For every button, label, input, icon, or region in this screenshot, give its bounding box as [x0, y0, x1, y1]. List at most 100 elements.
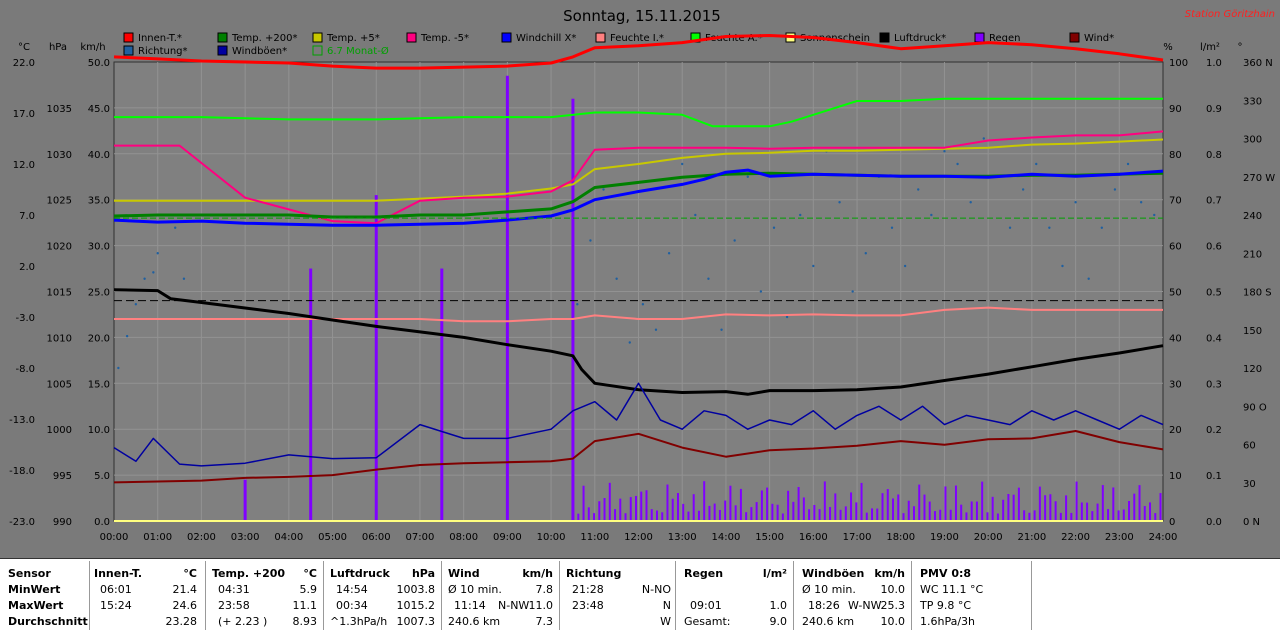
rain-bar	[996, 513, 999, 521]
direction-tick-label: 30	[1243, 479, 1256, 490]
stats-row-label: Durchschnitt	[8, 615, 88, 628]
pressure-tick-label: 990	[53, 517, 72, 528]
legend-label: Windchill X*	[516, 33, 576, 44]
rain-bar	[1049, 494, 1052, 521]
legend-label: Temp. -5*	[420, 33, 469, 44]
stats-windboeen-min-value: 10.0	[880, 583, 906, 596]
axis-ticks: 00:00 01:00 02:00 03:00 04:00 05:00 06:00 07:00…	[9, 58, 1275, 543]
humidity-tick-label: 30	[1169, 379, 1182, 390]
legend-swatch	[123, 45, 134, 56]
rain-bar	[766, 487, 769, 521]
direction-point	[759, 290, 763, 293]
rain-bar	[682, 503, 685, 521]
x-tick-label: 12:00	[624, 532, 653, 543]
direction-point	[733, 239, 736, 242]
stats-regen-head: Regen	[684, 567, 724, 580]
rain-bar	[787, 490, 790, 521]
rain-bar	[818, 509, 821, 521]
direction-point	[943, 150, 946, 153]
statistics-table: Sensor MinWert MaxWert Durchschnitt Inne…	[0, 558, 1280, 632]
rain-bar	[991, 496, 994, 521]
stats-richtung-min-dir: N-NO	[641, 583, 671, 596]
rain-bar	[1007, 493, 1010, 521]
rain-bar	[792, 501, 795, 521]
wind-tick-label: 20.0	[88, 333, 110, 344]
rain-bar	[949, 509, 952, 521]
stats-innen-min-value: 21.4	[172, 583, 198, 596]
rain-bar	[1065, 495, 1068, 521]
rain-bar	[954, 485, 957, 521]
rain-bar	[708, 505, 711, 521]
x-tick-label: 02:00	[187, 532, 216, 543]
stats-windboeen-distance: 240.6 km	[802, 615, 855, 628]
wind-tick-label: 40.0	[88, 150, 110, 161]
pressure-tick-label: 1030	[47, 150, 72, 161]
rain-bar	[939, 509, 942, 521]
stats-divider	[89, 561, 90, 630]
legend-swatch	[217, 32, 228, 43]
rain-bar	[823, 481, 826, 521]
rain-tick-label: 1.0	[1206, 58, 1222, 69]
axis-unit-label: hPa	[49, 42, 67, 53]
direction-point	[694, 213, 697, 217]
legend-label: Wind*	[1084, 33, 1114, 44]
stats-luftdruck: Luftdruck hPa 14:54 1003.8 00:34 1015.2 …	[324, 559, 441, 632]
rain-bar	[724, 500, 727, 521]
x-tick-label: 15:00	[755, 532, 784, 543]
direction-point	[799, 213, 802, 217]
pressure-tick-label: 1015	[47, 288, 72, 299]
rain-bar	[645, 490, 648, 521]
rain-bar	[619, 498, 622, 521]
rain-bar	[718, 509, 721, 521]
rain-bar	[802, 497, 805, 521]
legend-swatch	[501, 32, 512, 43]
rain-tick-label: 0.2	[1206, 425, 1222, 436]
direction-point	[1035, 162, 1038, 166]
rain-bar	[886, 489, 889, 521]
pressure-tick-label: 1005	[47, 379, 72, 390]
rain-tick-label: 0.7	[1206, 196, 1222, 207]
rain-bar	[729, 485, 732, 521]
stats-richtung-avg-dir: W	[660, 615, 671, 628]
legend-label: Windböen*	[232, 46, 287, 57]
stats-temp200-head: Temp. +200	[212, 567, 286, 580]
direction-tick-label: 90 O	[1243, 402, 1267, 413]
pressure-tick-label: 995	[53, 471, 72, 482]
stats-regen-total-label: Gesamt:	[684, 615, 731, 628]
humidity-tick-label: 10	[1169, 471, 1182, 482]
stats-wind-min-value: 7.8	[535, 583, 554, 596]
wind-tick-label: 15.0	[88, 379, 110, 390]
rain-bar	[1112, 487, 1115, 521]
direction-point	[667, 252, 671, 255]
station-label: Station Göritzhain	[1185, 9, 1275, 20]
rain-bar	[1128, 500, 1131, 521]
rain-bar	[440, 268, 444, 521]
rain-bar	[1101, 485, 1104, 521]
series-line	[113, 34, 1164, 70]
stats-wind-distance: 240.6 km	[448, 615, 501, 628]
stats-sensor: Sensor MinWert MaxWert Durchschnitt	[0, 559, 90, 632]
axis-unit-label: km/h	[80, 42, 105, 53]
stats-wind-avg-value: 7.3	[535, 615, 554, 628]
temp-tick-label: 17.0	[13, 109, 35, 120]
rain-bar	[881, 493, 884, 521]
rain-bar	[650, 509, 653, 521]
stats-divider	[911, 561, 912, 630]
rain-bar	[771, 503, 774, 521]
rain-bar	[808, 509, 811, 521]
stats-divider	[1031, 561, 1032, 630]
rain-bar	[676, 493, 679, 521]
series-line	[114, 130, 1164, 225]
humidity-tick-label: 40	[1169, 333, 1182, 344]
stats-wind-min-label: Ø 10 min.	[448, 583, 502, 596]
stats-richtung-max-dir: N	[662, 599, 671, 612]
direction-point	[956, 162, 959, 166]
rain-tick-label: 0.6	[1206, 242, 1222, 253]
rain-bar	[918, 484, 921, 521]
stats-windboeen-head: Windböen	[802, 567, 865, 580]
stats-luftdruck-max-value: 1015.2	[396, 599, 436, 612]
direction-tick-label: 330	[1243, 96, 1262, 107]
rain-bar	[865, 512, 868, 521]
direction-point	[1074, 201, 1077, 204]
x-tick-label: 10:00	[537, 532, 566, 543]
